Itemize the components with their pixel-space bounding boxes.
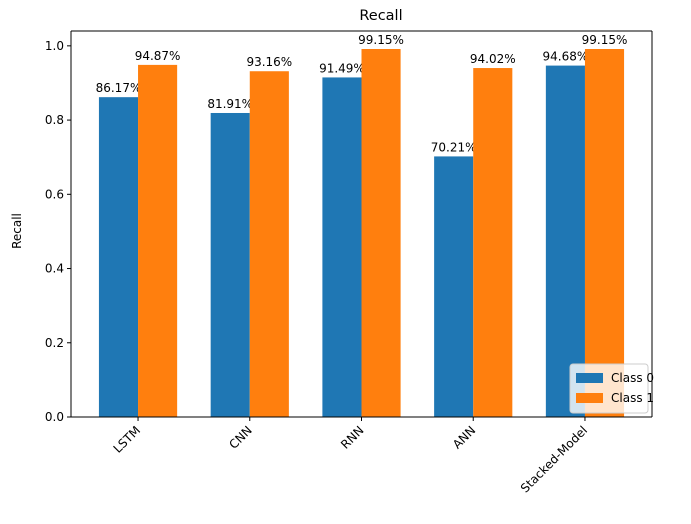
y-axis-label: Recall — [10, 213, 24, 249]
legend-swatch-class-1 — [576, 393, 603, 403]
x-tick-label-rnn: RNN — [338, 423, 366, 451]
x-tick-label-cnn: CNN — [226, 423, 255, 452]
y-tick-label: 0.8 — [45, 113, 64, 127]
bar-stacked-model-class-0 — [545, 65, 585, 417]
y-tick-label: 0.6 — [45, 187, 64, 201]
x-tick-label-ann: ANN — [450, 423, 478, 451]
legend-swatch-class-0 — [576, 373, 603, 383]
data-label: 94.68% — [543, 50, 589, 64]
legend-label-class-0: Class 0 — [611, 371, 654, 385]
data-label: 86.17% — [96, 81, 142, 95]
y-tick-label: 0.2 — [45, 336, 64, 350]
bar-stacked-model-class-1 — [584, 49, 625, 417]
bar-cnn-class-1 — [249, 71, 289, 417]
data-label: 91.49% — [319, 61, 365, 75]
legend: Class 0 Class 1 — [569, 363, 654, 414]
y-tick-label: 0.4 — [45, 262, 64, 276]
data-label: 70.21% — [431, 140, 477, 154]
bar-lstm-class-1 — [138, 64, 178, 417]
bar-rnn-class-1 — [361, 49, 401, 417]
bar-ann-class-1 — [473, 68, 513, 418]
chart-title: Recall — [359, 8, 402, 24]
x-tick-label-lstm: LSTM — [111, 423, 144, 456]
bar-cnn-class-0 — [210, 112, 250, 417]
y-tick-label: 0.0 — [45, 410, 64, 424]
data-label: 94.02% — [470, 52, 516, 66]
data-label: 93.16% — [246, 55, 292, 69]
legend-label-class-1: Class 1 — [611, 391, 654, 405]
y-tick-label: 1.0 — [45, 39, 64, 53]
x-tick-label-stacked-model: Stacked-Model — [518, 423, 590, 495]
data-label: 99.15% — [358, 33, 404, 47]
plot-area: 86.17% 81.91% 91.49% 70.21% 94.68% 94.87% 93.1… — [45, 30, 653, 495]
bar-rnn-class-0 — [322, 77, 362, 418]
bar-ann-class-0 — [434, 156, 474, 417]
data-label: 94.87% — [135, 49, 181, 63]
data-label: 99.15% — [582, 33, 628, 47]
bar-lstm-class-0 — [98, 97, 139, 417]
data-label: 81.91% — [207, 97, 253, 111]
